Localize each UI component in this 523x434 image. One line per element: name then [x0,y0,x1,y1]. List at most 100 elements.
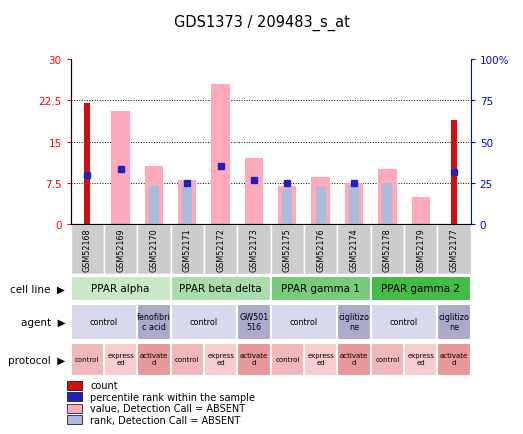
Bar [71,343,104,376]
Text: express
ed: express ed [207,352,234,365]
Text: control: control [375,356,400,362]
Text: count: count [90,381,118,391]
Bar [71,225,104,275]
Text: PPAR gamma 2: PPAR gamma 2 [381,283,460,293]
Bar [437,305,471,340]
Bar [382,184,392,225]
Bar [170,305,237,340]
Bar [178,181,197,225]
Bar [282,189,292,225]
Bar [67,392,82,401]
Text: rank, Detection Call = ABSENT: rank, Detection Call = ABSENT [90,414,241,424]
Bar [304,225,337,275]
Text: GSM52178: GSM52178 [383,228,392,272]
Text: activate
d: activate d [240,352,268,365]
Bar [137,343,170,376]
Bar [237,305,271,340]
Text: control: control [190,317,218,326]
Text: control: control [390,317,418,326]
Bar [337,305,371,340]
Text: express
ed: express ed [407,352,434,365]
Text: activate
d: activate d [340,352,368,365]
Text: PPAR beta delta: PPAR beta delta [179,283,262,293]
Bar [337,343,371,376]
Bar [211,85,230,225]
Text: GSM52177: GSM52177 [450,228,459,272]
Bar [271,305,337,340]
Text: fenofibri
c acid: fenofibri c acid [137,312,171,331]
Bar [237,225,271,275]
Bar [71,276,170,302]
Text: control: control [290,317,318,326]
Bar [204,343,237,376]
Bar [437,343,471,376]
Text: protocol  ▶: protocol ▶ [8,355,65,365]
Bar [345,184,363,225]
Text: agent  ▶: agent ▶ [21,318,65,327]
Text: activate
d: activate d [440,352,468,365]
Text: value, Detection Call = ABSENT: value, Detection Call = ABSENT [90,403,245,413]
Bar [137,225,170,275]
Text: ciglitizo
ne: ciglitizo ne [438,312,470,331]
Text: activate
d: activate d [140,352,168,365]
Text: control: control [275,356,300,362]
Bar [237,343,271,376]
Text: GSM52169: GSM52169 [116,228,125,272]
Bar [337,225,371,275]
Text: express
ed: express ed [107,352,134,365]
Bar [378,170,396,225]
Bar [371,305,437,340]
Bar [71,305,137,340]
Text: percentile rank within the sample: percentile rank within the sample [90,392,255,402]
Bar [204,225,237,275]
Bar [371,276,471,302]
Bar [371,225,404,275]
Text: GSM52171: GSM52171 [183,228,192,272]
Text: GSM52170: GSM52170 [150,228,158,272]
Text: GSM52179: GSM52179 [416,228,425,272]
Bar [304,343,337,376]
Text: GSM52168: GSM52168 [83,228,92,272]
Text: PPAR alpha: PPAR alpha [92,283,150,293]
Text: GSM52173: GSM52173 [249,228,258,272]
Bar [271,276,371,302]
Bar [315,186,326,225]
Text: GDS1373 / 209483_s_at: GDS1373 / 209483_s_at [174,15,349,31]
Text: control: control [175,356,199,362]
Text: express
ed: express ed [307,352,334,365]
Bar [67,415,82,424]
Text: GSM52174: GSM52174 [349,228,358,272]
Bar [137,305,170,340]
Bar [170,225,204,275]
Text: cell line  ▶: cell line ▶ [10,284,65,294]
Bar [404,225,437,275]
Bar [170,276,271,302]
Text: ciglitizo
ne: ciglitizo ne [338,312,370,331]
Bar [67,404,82,413]
Bar [412,197,430,225]
Bar [84,104,90,225]
Bar [371,343,404,376]
Bar [149,186,159,225]
Bar [271,225,304,275]
Text: control: control [90,317,118,326]
Bar [349,186,359,225]
Bar [271,343,304,376]
Bar [451,120,457,225]
Bar [104,343,137,376]
Text: GSM52176: GSM52176 [316,228,325,272]
Text: GSM52172: GSM52172 [216,228,225,272]
Bar [67,381,82,390]
Bar [245,159,263,225]
Text: GSM52175: GSM52175 [283,228,292,272]
Text: control: control [75,356,99,362]
Bar [111,112,130,225]
Text: GW501
516: GW501 516 [240,312,269,331]
Bar [278,186,297,225]
Bar [145,167,163,225]
Bar [437,225,471,275]
Text: PPAR gamma 1: PPAR gamma 1 [281,283,360,293]
Bar [404,343,437,376]
Bar [182,186,192,225]
Bar [104,225,137,275]
